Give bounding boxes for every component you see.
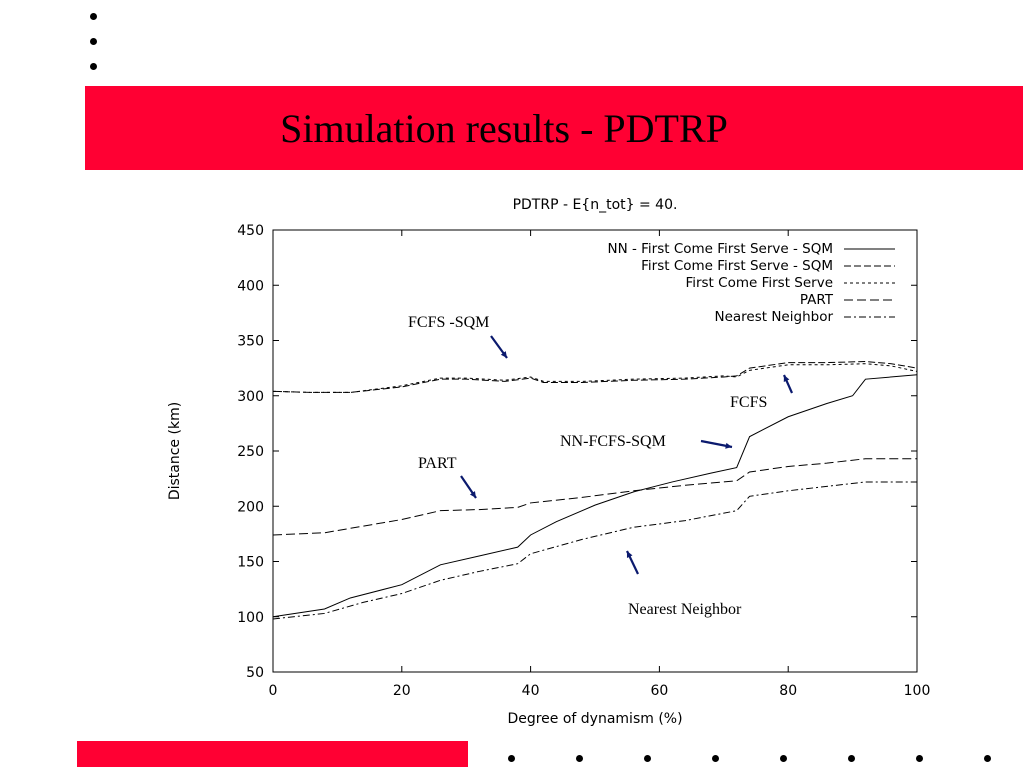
series-line-0 [272, 374, 918, 618]
x-tick-label: 20 [393, 683, 411, 699]
footer-dot [644, 755, 651, 762]
annotation-fcfs-sqm: FCFS -SQM [408, 314, 489, 331]
x-tick-label: 40 [522, 683, 540, 699]
annotation-nn-fcfs-sqm: NN-FCFS-SQM [560, 433, 666, 450]
bullet-dot [90, 13, 97, 20]
series-layer [272, 360, 918, 620]
x-tick-label: 100 [904, 683, 931, 699]
y-tick-label: 350 [237, 334, 264, 350]
y-tick-label: 150 [237, 555, 264, 571]
y-axis-label: Distance (km) [167, 402, 183, 500]
series-line-4 [272, 481, 917, 620]
line-chart: PDTRP - E{n_tot} = 40. 0 20 40 60 80 100 50 100… [167, 197, 930, 727]
footer-dot [916, 755, 923, 762]
footer-dot [508, 755, 515, 762]
legend-label: First Come First Serve [685, 275, 833, 291]
x-axis-label: Degree of dynamism (%) [507, 711, 682, 727]
footer-dot [576, 755, 583, 762]
x-tick-label: 0 [269, 683, 278, 699]
arrow-head [469, 491, 476, 498]
y-tick-label: 50 [246, 665, 264, 681]
arrow-head [626, 551, 633, 558]
arrow-head [725, 442, 732, 449]
x-tick-label: 80 [779, 683, 797, 699]
footer-bar [77, 741, 468, 767]
title-banner: Simulation results - PDTRP [85, 86, 1023, 170]
arrow-head [783, 375, 790, 382]
series-line-1 [272, 360, 918, 393]
y-tick-label: 400 [237, 278, 264, 294]
bullet-dot [90, 38, 97, 45]
annotation-fcfs: FCFS [730, 394, 767, 411]
chart-title: PDTRP - E{n_tot} = 40. [513, 197, 678, 213]
slide-title: Simulation results - PDTRP [280, 105, 728, 151]
bullet-dot [90, 63, 97, 70]
y-tick-label: 250 [237, 444, 264, 460]
y-tick-label: 300 [237, 389, 264, 405]
arrow-head [500, 351, 507, 358]
legend-label: First Come First Serve - SQM [641, 258, 833, 274]
footer-dot [848, 755, 855, 762]
y-tick-label: 100 [237, 610, 264, 626]
y-tick-label: 200 [237, 499, 264, 515]
legend-label: Nearest Neighbor [714, 309, 833, 325]
footer-dot [984, 755, 991, 762]
series-line-3 [272, 458, 917, 536]
annotation-arrows [460, 335, 794, 575]
series-line-2 [272, 363, 918, 393]
legend-label: PART [800, 292, 834, 308]
axis-ticks: 0 20 40 60 80 100 50 100 150 200 250 300 350 400 450 [237, 223, 930, 699]
annotation-nearest-neighbor: Nearest Neighbor [628, 601, 742, 618]
x-tick-label: 60 [650, 683, 668, 699]
legend-label: NN - First Come First Serve - SQM [607, 241, 833, 257]
y-tick-label: 450 [237, 223, 264, 239]
footer-dot [712, 755, 719, 762]
annotation-part: PART [418, 455, 457, 472]
footer-dot [780, 755, 787, 762]
